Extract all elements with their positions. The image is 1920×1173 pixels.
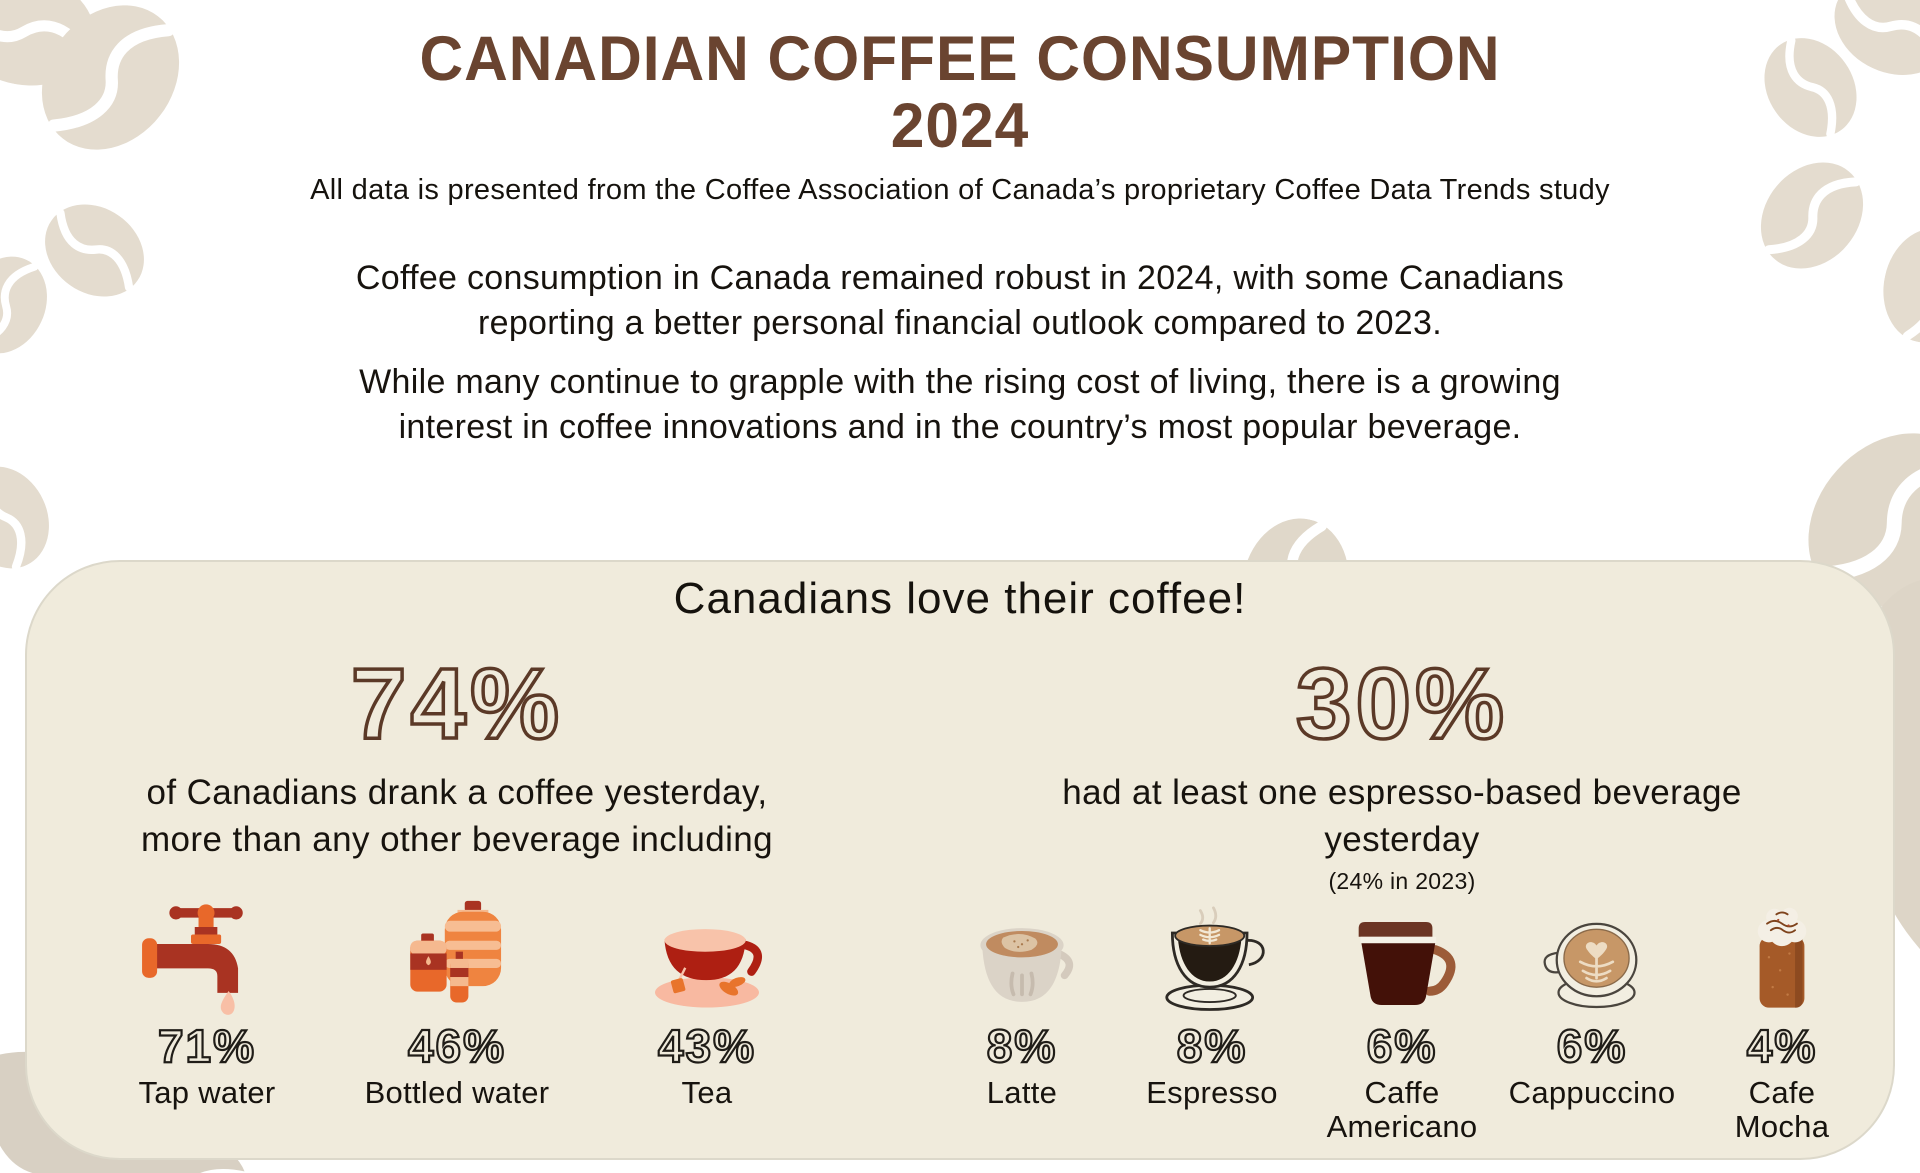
bottled-water-icon — [332, 899, 582, 1017]
intro-p1-line1: Coffee consumption in Canada remained ro… — [355, 259, 1565, 297]
latte-icon — [927, 899, 1117, 1017]
espresso-label: Espresso — [1146, 1074, 1278, 1110]
beverage-item-bottled-water: 46% Bottled water — [332, 899, 582, 1110]
cafe-mocha-icon — [1687, 899, 1877, 1017]
panel-heading: Canadians love their coffee! — [673, 574, 1247, 623]
coffee-stat-column: 74% of Canadians drank a coffee yesterda… — [57, 648, 857, 1130]
bottled-water-percent: 46% — [407, 1020, 507, 1072]
beverage-item-cappuccino: 6% Cappuccino — [1497, 899, 1687, 1145]
espresso-stat-description: had at least one espresso-based beverage… — [927, 770, 1877, 864]
beverage-item-latte: 8% Latte — [927, 899, 1117, 1145]
tap-water-label: Tap water — [138, 1074, 276, 1110]
tap-water-icon — [82, 899, 332, 1017]
intro-p1-line2: reporting a better personal financial ou… — [478, 303, 1442, 342]
caffe-americano-icon — [1307, 899, 1497, 1017]
espresso-desc-line2: yesterday — [1324, 819, 1480, 859]
intro-p2-line1: While many continue to grapple with the … — [359, 362, 1561, 401]
bottled-water-label: Bottled water — [364, 1074, 550, 1110]
espresso-stat-value: 30% — [1294, 648, 1509, 760]
cafe-mocha-percent: 4% — [1746, 1020, 1818, 1072]
intro-paragraph-1: Coffee consumption in Canada remained ro… — [0, 256, 1920, 346]
coffee-bean-decoration — [0, 452, 65, 583]
data-source-subtitle: All data is presented from the Coffee As… — [310, 173, 1610, 206]
beverage-item-tap-water: 71% Tap water — [82, 899, 332, 1110]
cafe-mocha-label: Cafe Mocha — [1734, 1074, 1830, 1145]
beverage-item-espresso: 8% Espresso — [1117, 899, 1307, 1145]
beverage-item-cafe-mocha: 4% Cafe Mocha — [1687, 899, 1877, 1145]
intro-section: Coffee consumption in Canada remained ro… — [0, 256, 1920, 450]
tea-icon — [582, 899, 832, 1017]
tap-water-percent: 71% — [157, 1020, 257, 1072]
tea-label: Tea — [681, 1074, 733, 1110]
beverage-items-row: 71% Tap water — [57, 899, 857, 1110]
caffe-americano-percent: 6% — [1366, 1020, 1438, 1072]
header: CANADIAN COFFEE CONSUMPTION 2024 All dat… — [0, 26, 1920, 207]
latte-percent: 8% — [986, 1020, 1058, 1072]
intro-p2-line2: interest in coffee innovations and in th… — [398, 407, 1522, 446]
beverage-item-tea: 43% Tea — [582, 899, 832, 1110]
espresso-2023-note: (24% in 2023) — [1328, 867, 1476, 894]
page-title-line-1: CANADIAN COFFEE CONSUMPTION — [419, 24, 1501, 94]
coffee-desc-line2: more than any other beverage including — [141, 819, 773, 859]
beverage-item-caffe-americano: 6% Caffe Americano — [1307, 899, 1497, 1145]
espresso-items-row: 8% Latte — [927, 899, 1877, 1145]
coffee-desc-line1: of Canadians drank a coffee yesterday, — [146, 773, 768, 812]
latte-label: Latte — [986, 1074, 1058, 1110]
espresso-stat-column: 30% had at least one espresso-based beve… — [927, 648, 1877, 1144]
intro-paragraph-2: While many continue to grapple with the … — [0, 360, 1920, 450]
espresso-icon — [1117, 899, 1307, 1017]
espresso-desc-line1: had at least one espresso-based beverage — [1062, 773, 1742, 812]
cappuccino-label: Cappuccino — [1508, 1074, 1676, 1110]
cappuccino-percent: 6% — [1556, 1020, 1628, 1072]
caffe-americano-label: Caffe Americano — [1326, 1074, 1478, 1145]
page-title-line-2: 2024 — [890, 90, 1030, 161]
coffee-stat-description: of Canadians drank a coffee yesterday, m… — [57, 770, 857, 864]
stats-panel: Canadians love their coffee! 74% of Cana… — [25, 560, 1895, 1160]
cappuccino-icon — [1497, 899, 1687, 1017]
coffee-stat-value: 74% — [349, 648, 564, 760]
tea-percent: 43% — [657, 1020, 757, 1072]
espresso-percent: 8% — [1176, 1020, 1248, 1072]
